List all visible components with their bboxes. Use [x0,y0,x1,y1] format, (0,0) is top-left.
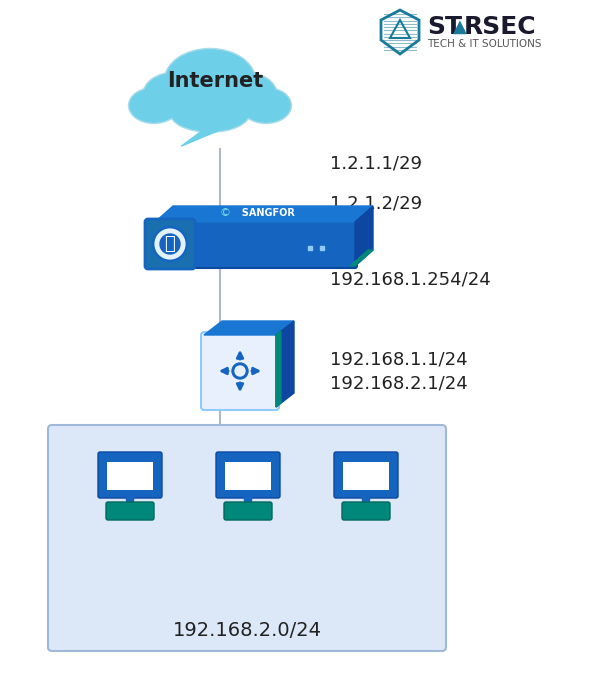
Ellipse shape [215,73,276,115]
Polygon shape [155,206,373,222]
Polygon shape [244,496,252,504]
Text: ▲: ▲ [453,18,467,36]
FancyBboxPatch shape [107,462,153,490]
Ellipse shape [163,47,257,113]
Ellipse shape [127,86,181,125]
FancyBboxPatch shape [153,220,357,268]
Ellipse shape [143,72,207,117]
Polygon shape [276,321,294,407]
Text: RSEC: RSEC [464,15,536,39]
FancyBboxPatch shape [201,332,279,410]
Ellipse shape [166,50,254,111]
Ellipse shape [130,89,178,122]
Text: 192.168.2.1/24: 192.168.2.1/24 [330,374,468,392]
Text: ⛯: ⛯ [165,235,175,253]
Ellipse shape [170,94,250,132]
FancyBboxPatch shape [216,452,280,498]
Circle shape [235,366,245,376]
Text: 192.168.2.0/24: 192.168.2.0/24 [172,621,321,640]
Ellipse shape [129,88,180,124]
Polygon shape [381,10,419,54]
FancyBboxPatch shape [145,219,195,269]
Polygon shape [181,131,218,146]
Text: 1.2.1.1/29: 1.2.1.1/29 [330,155,422,173]
FancyBboxPatch shape [224,502,272,520]
FancyBboxPatch shape [342,502,390,520]
Text: 1.2.1.2/29: 1.2.1.2/29 [330,194,422,212]
Polygon shape [362,496,370,504]
Text: ST: ST [427,15,462,39]
FancyBboxPatch shape [225,462,271,490]
Ellipse shape [212,71,278,118]
Ellipse shape [169,92,251,134]
FancyBboxPatch shape [48,425,446,651]
Circle shape [232,363,248,379]
Ellipse shape [213,72,277,117]
Ellipse shape [145,73,205,115]
Ellipse shape [239,86,293,125]
Text: 192.168.1.254/24: 192.168.1.254/24 [330,270,491,288]
Polygon shape [355,206,373,266]
Text: SANGFOR: SANGFOR [235,208,295,218]
Ellipse shape [240,88,292,124]
Ellipse shape [242,89,290,122]
FancyBboxPatch shape [106,502,154,520]
Text: TECH & IT SOLUTIONS: TECH & IT SOLUTIONS [427,39,541,49]
Polygon shape [350,250,373,266]
FancyBboxPatch shape [334,452,398,498]
Circle shape [160,234,180,254]
Circle shape [153,227,187,261]
Ellipse shape [172,96,248,131]
Text: 192.168.1.1/24: 192.168.1.1/24 [330,350,468,368]
Ellipse shape [142,71,208,118]
FancyBboxPatch shape [98,452,162,498]
Text: Internet: Internet [167,71,263,91]
FancyBboxPatch shape [343,462,389,490]
Ellipse shape [164,48,256,112]
Text: ©: © [219,208,230,218]
Polygon shape [204,321,294,335]
Polygon shape [126,496,134,504]
Polygon shape [276,331,281,407]
